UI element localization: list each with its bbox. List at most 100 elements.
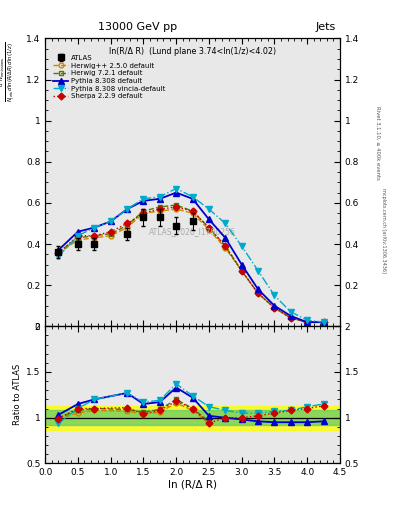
Herwig 7.2.1 default — [256, 290, 261, 296]
Y-axis label: Ratio to ATLAS: Ratio to ATLAS — [13, 364, 22, 425]
Sherpa 2.2.9 default — [141, 210, 146, 216]
Pythia 8.308 vincia-default — [207, 206, 211, 212]
Pythia 8.308 vincia-default — [288, 309, 293, 315]
Herwig++ 2.5.0 default — [108, 233, 113, 239]
Pythia 8.308 vincia-default — [272, 292, 277, 298]
Sherpa 2.2.9 default — [239, 268, 244, 274]
Herwig++ 2.5.0 default — [75, 237, 80, 243]
Sherpa 2.2.9 default — [158, 206, 162, 212]
Sherpa 2.2.9 default — [174, 204, 178, 210]
Herwig++ 2.5.0 default — [56, 250, 61, 257]
Pythia 8.308 vincia-default — [75, 233, 80, 239]
Herwig 7.2.1 default — [174, 202, 178, 208]
Text: ln(R/Δ R)  (Lund plane 3.74<ln(1/z)<4.02): ln(R/Δ R) (Lund plane 3.74<ln(1/z)<4.02) — [109, 47, 276, 56]
Herwig++ 2.5.0 default — [321, 319, 326, 325]
Herwig 7.2.1 default — [141, 208, 146, 214]
Line: Pythia 8.308 default: Pythia 8.308 default — [55, 190, 326, 325]
Herwig++ 2.5.0 default — [223, 245, 228, 251]
Herwig 7.2.1 default — [190, 208, 195, 214]
Pythia 8.308 default — [125, 206, 129, 212]
Pythia 8.308 default — [223, 235, 228, 241]
Herwig++ 2.5.0 default — [272, 305, 277, 311]
Herwig++ 2.5.0 default — [239, 268, 244, 274]
Herwig 7.2.1 default — [75, 235, 80, 241]
Herwig++ 2.5.0 default — [207, 226, 211, 232]
Pythia 8.308 vincia-default — [141, 196, 146, 202]
Pythia 8.308 default — [108, 218, 113, 224]
Text: 13000 GeV pp: 13000 GeV pp — [98, 22, 177, 32]
Sherpa 2.2.9 default — [207, 224, 211, 230]
Herwig 7.2.1 default — [108, 231, 113, 237]
Sherpa 2.2.9 default — [56, 250, 61, 257]
Pythia 8.308 default — [305, 319, 310, 325]
Pythia 8.308 vincia-default — [223, 220, 228, 226]
Pythia 8.308 vincia-default — [158, 194, 162, 200]
Pythia 8.308 default — [272, 303, 277, 309]
Pythia 8.308 default — [256, 286, 261, 292]
Pythia 8.308 vincia-default — [239, 243, 244, 249]
Herwig 7.2.1 default — [305, 319, 310, 325]
Herwig 7.2.1 default — [272, 305, 277, 311]
Pythia 8.308 vincia-default — [321, 319, 326, 325]
Text: $\frac{d^2 N_{\rm emissions}}{N_{\rm jets}\,d\ln(R/\Delta R)\,d\ln(1/z)}$: $\frac{d^2 N_{\rm emissions}}{N_{\rm jet… — [0, 41, 17, 101]
Herwig++ 2.5.0 default — [256, 290, 261, 296]
Sherpa 2.2.9 default — [75, 233, 80, 239]
Sherpa 2.2.9 default — [190, 208, 195, 214]
Text: ATLAS_2020_I1790256: ATLAS_2020_I1790256 — [149, 227, 236, 236]
Sherpa 2.2.9 default — [272, 305, 277, 311]
Pythia 8.308 default — [288, 313, 293, 319]
Herwig++ 2.5.0 default — [190, 210, 195, 216]
Pythia 8.308 vincia-default — [190, 194, 195, 200]
Pythia 8.308 default — [92, 224, 97, 230]
Legend: ATLAS, Herwig++ 2.5.0 default, Herwig 7.2.1 default, Pythia 8.308 default, Pythi: ATLAS, Herwig++ 2.5.0 default, Herwig 7.… — [51, 53, 167, 101]
Herwig 7.2.1 default — [207, 224, 211, 230]
Herwig 7.2.1 default — [125, 222, 129, 228]
Pythia 8.308 default — [239, 262, 244, 268]
Herwig 7.2.1 default — [321, 319, 326, 325]
Herwig 7.2.1 default — [92, 233, 97, 239]
Pythia 8.308 default — [321, 319, 326, 325]
Herwig++ 2.5.0 default — [288, 315, 293, 321]
Pythia 8.308 vincia-default — [108, 218, 113, 224]
Herwig++ 2.5.0 default — [141, 210, 146, 216]
Herwig++ 2.5.0 default — [174, 206, 178, 212]
Sherpa 2.2.9 default — [223, 243, 228, 249]
Text: Jets: Jets — [316, 22, 336, 32]
Pythia 8.308 default — [75, 229, 80, 235]
Line: Herwig++ 2.5.0 default: Herwig++ 2.5.0 default — [56, 207, 326, 325]
Pythia 8.308 default — [141, 198, 146, 204]
Herwig 7.2.1 default — [239, 268, 244, 274]
Herwig 7.2.1 default — [158, 204, 162, 210]
Sherpa 2.2.9 default — [92, 233, 97, 239]
Pythia 8.308 vincia-default — [125, 206, 129, 212]
X-axis label: ln (R/Δ R): ln (R/Δ R) — [168, 480, 217, 490]
Sherpa 2.2.9 default — [305, 319, 310, 325]
Text: Rivet 3.1.10, ≥ 400k events: Rivet 3.1.10, ≥ 400k events — [375, 106, 380, 180]
Sherpa 2.2.9 default — [125, 220, 129, 226]
Herwig++ 2.5.0 default — [92, 235, 97, 241]
Herwig 7.2.1 default — [288, 315, 293, 321]
Pythia 8.308 default — [174, 189, 178, 196]
Sherpa 2.2.9 default — [256, 290, 261, 296]
Pythia 8.308 default — [158, 196, 162, 202]
Line: Sherpa 2.2.9 default: Sherpa 2.2.9 default — [56, 205, 326, 325]
Herwig 7.2.1 default — [56, 249, 61, 255]
Pythia 8.308 vincia-default — [56, 253, 61, 260]
Line: Herwig 7.2.1 default: Herwig 7.2.1 default — [56, 203, 326, 325]
Sherpa 2.2.9 default — [321, 319, 326, 325]
Sherpa 2.2.9 default — [108, 229, 113, 235]
Herwig++ 2.5.0 default — [305, 319, 310, 325]
Text: mcplots.cern.ch [arXiv:1306.3436]: mcplots.cern.ch [arXiv:1306.3436] — [381, 188, 386, 273]
Sherpa 2.2.9 default — [288, 315, 293, 321]
Pythia 8.308 default — [190, 196, 195, 202]
Pythia 8.308 vincia-default — [92, 224, 97, 230]
Herwig++ 2.5.0 default — [125, 224, 129, 230]
Pythia 8.308 vincia-default — [174, 185, 178, 191]
Pythia 8.308 default — [207, 216, 211, 222]
Pythia 8.308 vincia-default — [305, 317, 310, 323]
Herwig++ 2.5.0 default — [158, 208, 162, 214]
Herwig 7.2.1 default — [223, 243, 228, 249]
Pythia 8.308 default — [56, 247, 61, 253]
Pythia 8.308 vincia-default — [256, 268, 261, 274]
Line: Pythia 8.308 vincia-default: Pythia 8.308 vincia-default — [55, 186, 326, 325]
